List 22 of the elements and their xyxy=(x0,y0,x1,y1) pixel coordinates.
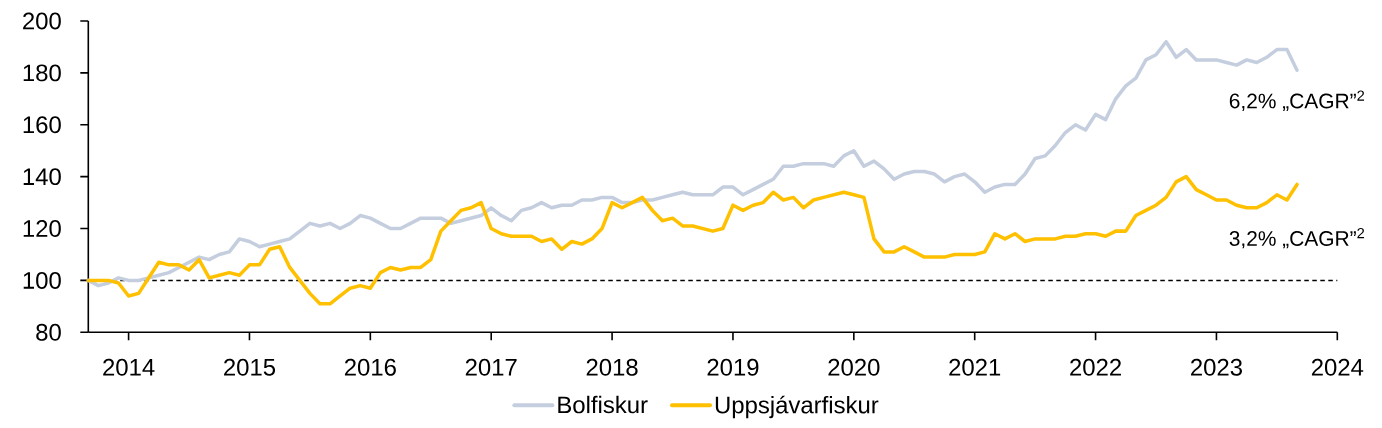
y-tick-label: 180 xyxy=(23,64,61,82)
y-tick-label: 200 xyxy=(23,12,61,30)
annotation: 6,2% „CAGR”$^{2}$ xyxy=(1229,90,1365,111)
x-tick-label: 2019 xyxy=(707,358,759,376)
y-tick-label: 100 xyxy=(23,271,61,289)
y-tick-label: 80 xyxy=(36,323,61,341)
legend-label: Bolfiskur xyxy=(558,395,648,414)
y-tick-label: 120 xyxy=(23,220,61,237)
annotation: 3,2% „CAGR”$^{2}$ xyxy=(1229,227,1365,249)
x-tick-label: 2021 xyxy=(949,358,1001,376)
y-tick-label: 160 xyxy=(23,116,61,134)
legend-label: Uppsjávarfiskur xyxy=(715,395,879,419)
x-tick-label: 2015 xyxy=(224,358,276,376)
x-tick-label: 2014 xyxy=(103,358,155,376)
x-tick-label: 2022 xyxy=(1070,358,1121,376)
y-tick-label: 140 xyxy=(23,168,61,186)
x-tick-label: 2016 xyxy=(344,358,396,376)
x-tick-label: 2024 xyxy=(1311,358,1364,376)
x-tick-label: 2018 xyxy=(586,358,638,376)
x-tick-label: 2017 xyxy=(465,358,517,376)
x-tick-label: 2023 xyxy=(1191,358,1242,376)
x-tick-label: 2020 xyxy=(828,358,880,376)
